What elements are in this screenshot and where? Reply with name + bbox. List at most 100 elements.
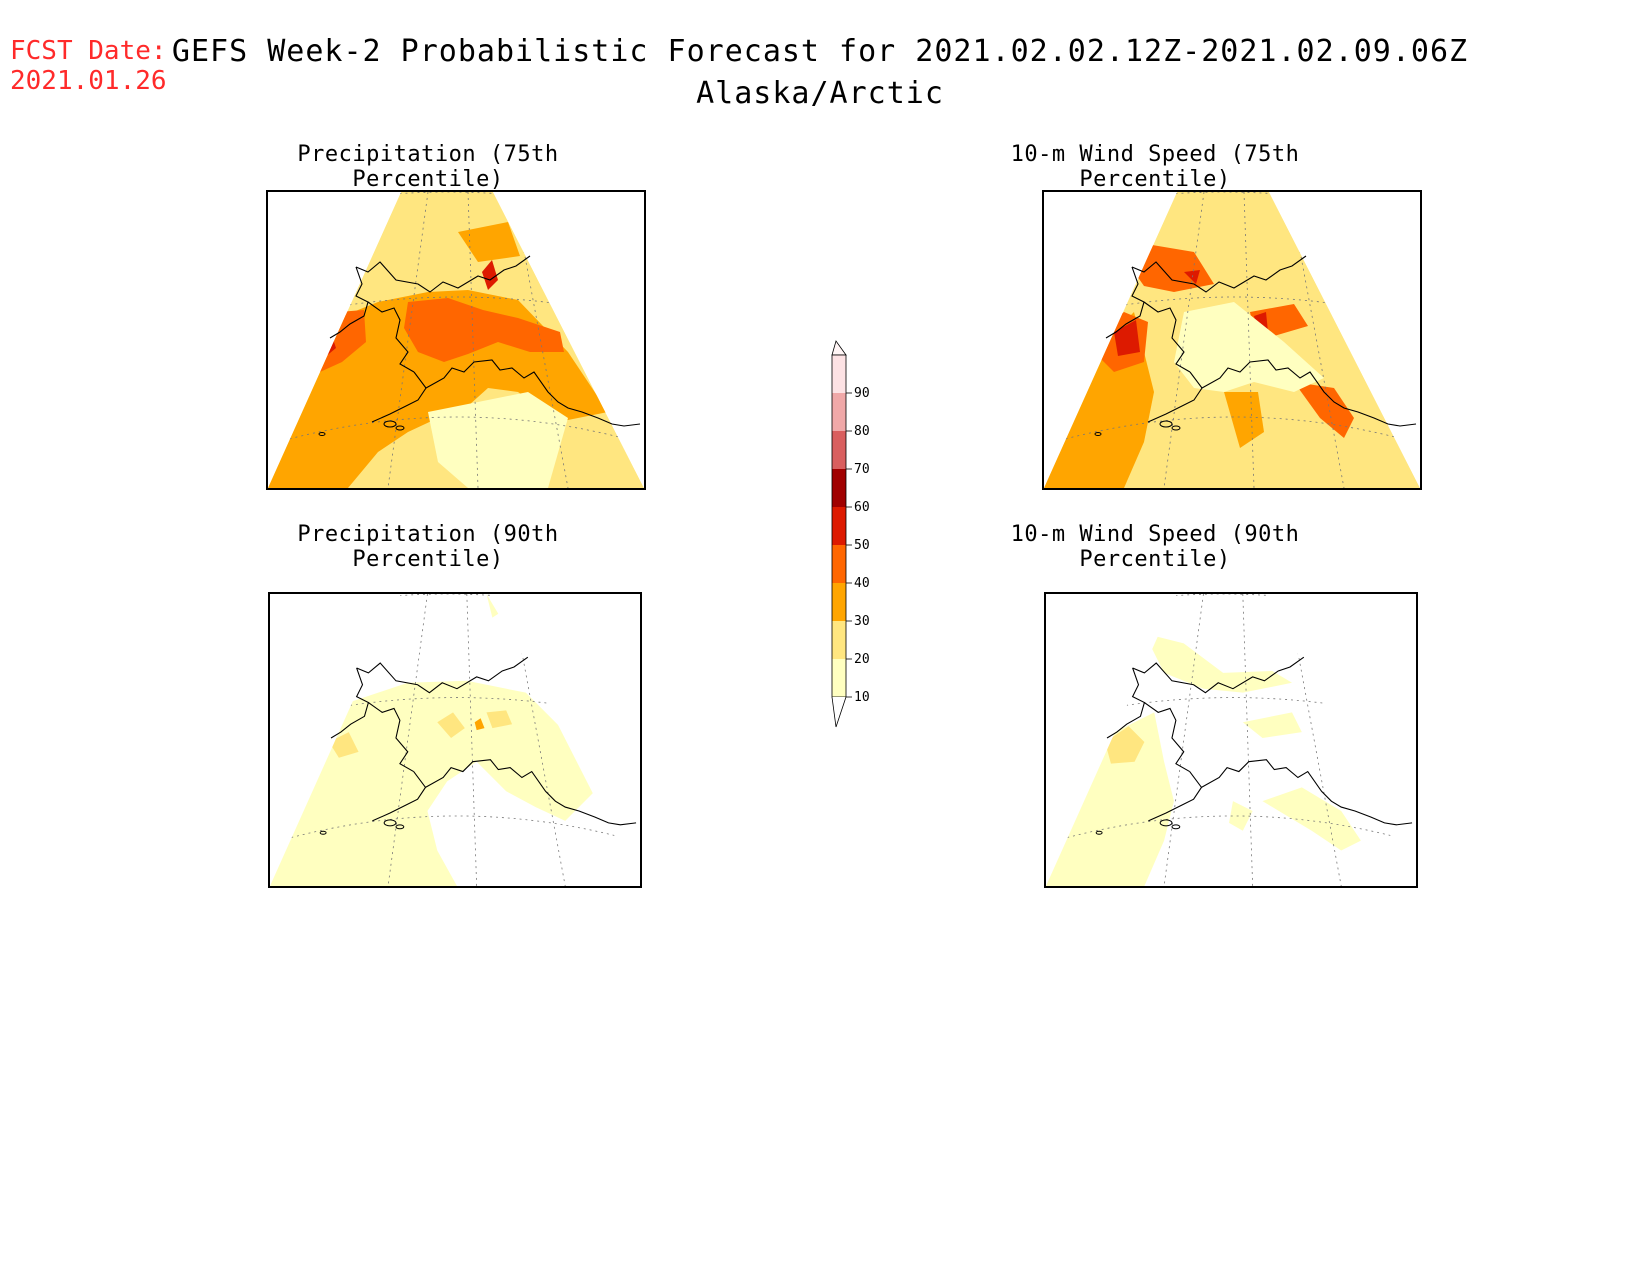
coastline-segment	[425, 759, 637, 826]
coastline-segment	[355, 255, 531, 293]
shaded-field	[1046, 633, 1361, 886]
coastline-segment	[330, 667, 370, 739]
grid-line	[1053, 416, 1415, 443]
coastline-segment	[1106, 667, 1146, 739]
coastline	[1095, 656, 1413, 835]
probability-region	[1224, 392, 1264, 448]
coastline-segment	[1143, 301, 1191, 373]
colorbar-tick-label: 60	[854, 500, 870, 515]
coastline-segment	[1147, 371, 1203, 423]
colorbar-tick-label: 90	[854, 386, 870, 401]
coastline	[318, 255, 641, 436]
grid-line	[466, 594, 478, 886]
colorbar-tick-label: 50	[854, 538, 870, 553]
colorbar-swatch	[832, 355, 846, 393]
grid-line	[1085, 697, 1381, 713]
probability-region	[1046, 712, 1174, 886]
colorbar-swatch	[832, 583, 846, 621]
probability-region	[486, 710, 513, 729]
region-subtitle: Alaska/Arctic	[696, 76, 944, 111]
colorbar-tick-label: 70	[854, 462, 870, 477]
grid-line	[1288, 192, 1345, 488]
coastline-segment	[425, 359, 641, 427]
grid-line	[1243, 192, 1255, 488]
grid-line	[1104, 594, 1342, 605]
probability-region	[1144, 633, 1293, 693]
coastline-segment	[1148, 771, 1203, 822]
probability-region	[486, 594, 499, 618]
island	[318, 432, 326, 436]
coastline-segment	[1105, 266, 1145, 339]
coastline-segment	[372, 771, 427, 822]
island	[383, 420, 397, 428]
island	[1159, 819, 1173, 827]
coastline	[319, 656, 637, 835]
colorbar-tick-label: 30	[854, 614, 870, 629]
probability-region	[404, 298, 564, 362]
island	[1171, 425, 1181, 431]
panel-title-wind-75: 10-m Wind Speed (75th Percentile)	[1010, 142, 1300, 192]
probability-region	[1262, 787, 1361, 851]
probability-region	[1184, 270, 1200, 284]
map-wind-90	[1044, 592, 1418, 888]
colorbar-swatch	[832, 469, 846, 507]
coastline-segment	[371, 371, 427, 423]
island	[1094, 432, 1102, 436]
probability-region	[329, 732, 359, 758]
grid-line	[277, 416, 639, 443]
grid-line	[1242, 594, 1254, 886]
grid-line	[279, 815, 635, 842]
colorbar-swatch	[832, 431, 846, 469]
colorbar-tick-label: 80	[854, 424, 870, 439]
forecast-date-value: 2021.01.26	[10, 66, 167, 96]
shaded-field	[270, 594, 595, 886]
probability-region	[1105, 726, 1145, 764]
shaded-field	[268, 192, 644, 488]
forecast-date-caption: FCST Date:	[10, 36, 167, 66]
probability-region	[428, 392, 568, 488]
grid-line	[328, 594, 566, 605]
colorbar-swatch	[832, 659, 846, 697]
panel-title-wind-90: 10-m Wind Speed (90th Percentile)	[1010, 522, 1300, 572]
colorbar-bottom-cap	[831, 696, 847, 728]
colorbar-tick-label: 40	[854, 576, 870, 591]
grid-line	[1055, 815, 1411, 842]
probability-region	[458, 222, 520, 262]
forecast-date-label: FCST Date: 2021.01.26	[10, 36, 167, 96]
grid-line	[467, 192, 479, 488]
colorbar-swatch	[832, 393, 846, 431]
coastline-segment	[1201, 759, 1413, 826]
colorbar-tick-label: 10	[854, 690, 870, 705]
probability-region	[1229, 801, 1253, 831]
coastline-segment	[356, 656, 529, 694]
coastline	[1094, 255, 1417, 436]
colorbar-swatch	[832, 545, 846, 583]
island	[1171, 824, 1181, 830]
grid-line	[512, 192, 569, 488]
probability-region	[437, 712, 465, 739]
probability-region	[474, 718, 485, 731]
island	[395, 425, 405, 431]
coastline-segment	[368, 702, 414, 773]
coastline-segment	[1144, 702, 1190, 773]
panel-title-precip-90: Precipitation (90th Percentile)	[297, 522, 559, 572]
grid-line	[1163, 594, 1204, 886]
island	[395, 824, 405, 830]
grid-line	[387, 192, 429, 488]
island	[383, 819, 397, 827]
probability-region	[1242, 712, 1302, 739]
panel-title-precip-75: Precipitation (75th Percentile)	[297, 142, 559, 192]
coastline-segment	[1132, 656, 1305, 694]
map-wind-75	[1042, 190, 1422, 490]
coastline-segment	[367, 301, 415, 373]
grid-line	[1286, 594, 1342, 886]
grid-line	[307, 296, 609, 313]
coastline-segment	[1201, 359, 1417, 427]
coastline-segment	[329, 266, 369, 339]
grid-line	[1163, 192, 1205, 488]
probability-colorbar: 10 20 30 40 50 60 70 80 90	[820, 335, 880, 745]
probability-region	[482, 260, 498, 290]
coastline-segment	[1131, 255, 1307, 293]
colorbar-swatch	[832, 507, 846, 545]
grid-line	[309, 697, 605, 713]
